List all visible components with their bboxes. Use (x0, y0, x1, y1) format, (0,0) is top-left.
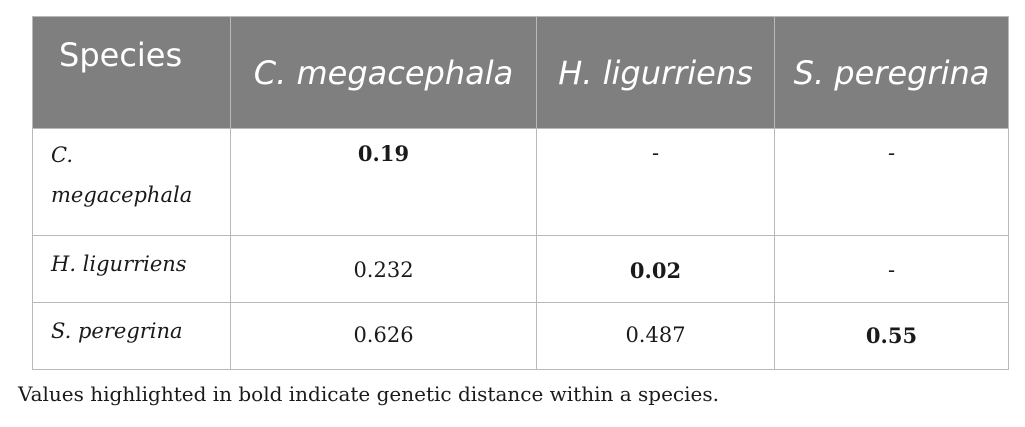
table-row: C. megacephala 0.19 - - (32, 128, 1009, 236)
table-cell: 0.19 (230, 128, 537, 236)
row-label-h-ligurriens: H. ligurriens (32, 235, 231, 303)
table-cell: - (536, 128, 775, 236)
table-cell: 0.232 (230, 235, 537, 303)
table-header-row: Species C. megacephala H. ligurriens S. … (32, 16, 1009, 129)
column-header-c-megacephala: C. megacephala (230, 16, 537, 129)
column-header-h-ligurriens: H. ligurriens (536, 16, 775, 129)
table-cell: - (774, 235, 1009, 303)
table-footnote: Values highlighted in bold indicate gene… (18, 382, 719, 406)
table-cell: 0.02 (536, 235, 775, 303)
table-cell: 0.55 (774, 302, 1009, 370)
row-label-c-megacephala: C. megacephala (32, 128, 231, 236)
column-header-s-peregrina: S. peregrina (774, 16, 1009, 129)
table-cell: 0.626 (230, 302, 537, 370)
column-header-species: Species (32, 16, 231, 129)
genetic-distance-table-container: Species C. megacephala H. ligurriens S. … (32, 16, 1009, 370)
table-cell: 0.487 (536, 302, 775, 370)
table-row: H. ligurriens 0.232 0.02 - (32, 235, 1009, 303)
genetic-distance-table: Species C. megacephala H. ligurriens S. … (32, 16, 1009, 370)
table-row: S. peregrina 0.626 0.487 0.55 (32, 302, 1009, 370)
table-cell: - (774, 128, 1009, 236)
row-label-s-peregrina: S. peregrina (32, 302, 231, 370)
